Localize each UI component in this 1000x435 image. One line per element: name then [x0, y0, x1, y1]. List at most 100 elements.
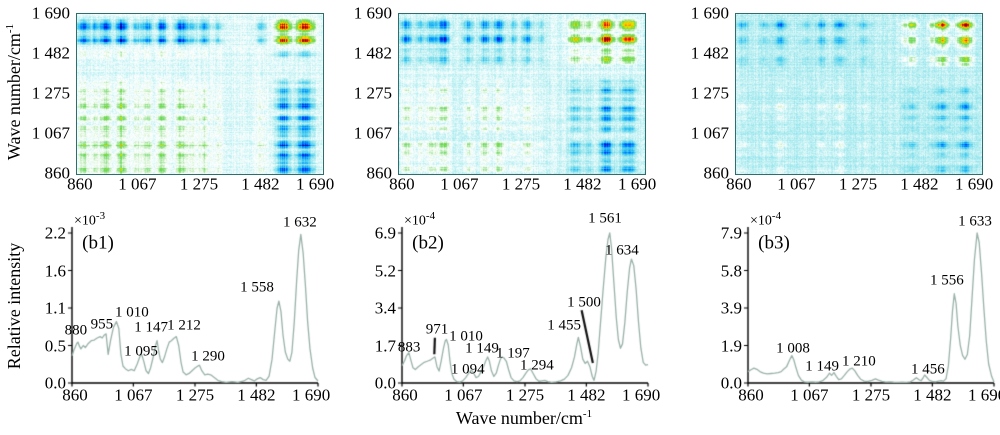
- spectrum-x-tick-label: 1 275: [175, 385, 215, 405]
- spectrum-x-tick-label: 860: [62, 385, 88, 405]
- heatmap-y-tick-label: 1 482: [353, 43, 392, 63]
- heatmap-x-tick-label: 1 690: [617, 174, 657, 194]
- spectrum-y-tick-label: 5.2: [374, 261, 396, 280]
- heatmap-y-axis-title-sup: -1: [4, 23, 16, 34]
- spectrum-y-tick-label: 1.9: [720, 336, 742, 355]
- spectrum-x-tick-label: 1 482: [567, 385, 606, 405]
- heatmap-x-tick-label: 1 067: [118, 174, 157, 194]
- peak-annotation: 1 149: [465, 340, 499, 357]
- spectrum-x-tick-label: 1 275: [851, 385, 891, 405]
- heatmap-x-tick-label: 1 482: [900, 174, 939, 194]
- heatmap-y-tick-label: 860: [366, 163, 393, 183]
- spectra-y-axis-title-text: Relative intensity: [4, 242, 24, 370]
- peak-annotation: 955: [90, 316, 114, 333]
- peak-annotation: 883: [397, 339, 421, 356]
- spectrum-y-tick-label: 2.2: [44, 223, 66, 243]
- spectrum-y-tick-label: 6.9: [374, 223, 396, 243]
- spectra-x-axis-title: Wave number/cm-1: [455, 408, 593, 428]
- spectrum-y-tick-label: 3.9: [720, 298, 742, 318]
- peak-annotation: 1 632: [283, 214, 317, 231]
- heatmap-y-tick-label: 1 067: [31, 123, 70, 143]
- spectrum-y-tick-label: 0.0: [374, 373, 396, 393]
- heatmap-y-tick-label: 1 690: [31, 3, 70, 23]
- spectra-y-axis-title: Relative intensity: [4, 242, 24, 370]
- scale-multiplier-exponent: -4: [771, 210, 782, 222]
- heatmap-y-tick-label: 1 690: [690, 3, 729, 23]
- spectrum-y-tick-label: 0.5: [44, 336, 66, 355]
- spectra-x-axis-title-text: Wave number/cm: [455, 408, 583, 428]
- heatmap-y-tick-label: 1 275: [690, 83, 729, 103]
- peak-annotation: 1 556: [929, 272, 964, 289]
- peak-annotation: 1 095: [124, 343, 158, 360]
- heatmap-x-tick-label: 860: [389, 174, 415, 194]
- scale-multiplier: ×10-4: [404, 211, 435, 229]
- heatmap-x-tick-label: 1 067: [440, 174, 479, 194]
- spectrum-x-tick-label: 1 067: [444, 385, 483, 405]
- heatmap-y-tick-label: 1 067: [690, 123, 729, 143]
- heatmap-x-tick-label: 1 482: [241, 174, 280, 194]
- scale-multiplier-exponent: -4: [425, 210, 436, 222]
- peak-annotation: 1 008: [776, 340, 810, 357]
- heatmap-x-tick-label: 1 690: [295, 174, 335, 194]
- peak-annotation: 1 290: [191, 348, 225, 365]
- spectrum-x-tick-label: 1 690: [621, 385, 661, 405]
- peak-annotation: 1 456: [911, 361, 945, 378]
- heatmap-x-tick-label: 860: [67, 174, 93, 194]
- spectrum-y-tick-label: 1.6: [44, 261, 66, 280]
- spectrum-y-tick-label: 0.0: [44, 373, 66, 393]
- heatmap-x-tick-label: 1 275: [179, 174, 219, 194]
- spectrum-x-tick-label: 1 067: [790, 385, 829, 405]
- spectrum-x-tick-label: 860: [738, 385, 764, 405]
- panel-label: (b1): [82, 232, 114, 254]
- heatmap-y-tick-label: 1 275: [31, 83, 70, 103]
- peak-annotation: 1 147: [134, 319, 168, 336]
- heatmap-y-tick-label: 1 482: [31, 43, 70, 63]
- heatmap-x-tick-label: 1 482: [563, 174, 602, 194]
- spectrum-y-tick-label: 7.9: [720, 223, 742, 243]
- peak-annotation: 1 633: [958, 213, 992, 230]
- peak-annotation: 1 010: [114, 304, 149, 321]
- spectrum-y-tick-label: 0.0: [720, 373, 742, 393]
- scale-multiplier-base: ×10: [750, 213, 772, 229]
- heatmap-x-tick-label: 1 275: [838, 174, 878, 194]
- heatmap-y-tick-label: 860: [703, 163, 730, 183]
- panel-label: (b2): [412, 232, 444, 254]
- spectrum-y-tick-label: 1.1: [44, 298, 66, 318]
- spectra-x-axis-title-sup: -1: [582, 408, 593, 420]
- heatmap-y-axis-title: Wave number/cm-1: [4, 23, 24, 161]
- scale-multiplier-base: ×10: [404, 213, 426, 229]
- peak-annotation: 880: [64, 322, 88, 339]
- heatmap-y-tick-label: 1 275: [353, 83, 392, 103]
- spectrum-x-tick-label: 1 690: [967, 385, 1000, 405]
- spectrum-y-tick-label: 5.8: [720, 261, 742, 280]
- scale-multiplier-base: ×10: [74, 213, 96, 229]
- peak-annotation: 1 455: [547, 317, 581, 334]
- peak-annotation: 971: [425, 321, 449, 338]
- heatmap-y-tick-label: 860: [44, 163, 71, 183]
- spectrum-x-tick-label: 1 482: [237, 385, 276, 405]
- heatmap-x-tick-label: 1 275: [501, 174, 541, 194]
- peak-annotation: 1 294: [519, 357, 554, 374]
- peak-annotation: 1 210: [841, 353, 876, 370]
- panel-label: (b3): [758, 232, 790, 254]
- spectrum-x-tick-label: 1 275: [505, 385, 545, 405]
- peak-annotation: 1 010: [449, 328, 483, 345]
- peak-annotation: 1 212: [167, 317, 201, 334]
- peak-annotation: 1 634: [605, 242, 639, 259]
- peak-annotation: 1 500: [567, 294, 601, 311]
- scale-multiplier: ×10-4: [750, 211, 781, 229]
- scale-multiplier-exponent: -3: [95, 210, 106, 222]
- heatmap-x-tick-label: 1 067: [777, 174, 816, 194]
- peak-annotation: 1 561: [588, 210, 622, 227]
- heatmap-y-tick-label: 1 482: [690, 43, 729, 63]
- spectrum-y-tick-label: 1.7: [374, 336, 396, 355]
- spectrum-x-tick-label: 1 690: [291, 385, 331, 405]
- heatmap-y-tick-label: 1 067: [353, 123, 392, 143]
- spectrum-x-tick-label: 860: [392, 385, 418, 405]
- spectrum-x-tick-label: 1 067: [114, 385, 153, 405]
- peak-annotation: 1 558: [240, 279, 274, 296]
- heatmap-x-tick-label: 860: [726, 174, 752, 194]
- heatmap-y-axis-title-text: Wave number/cm: [4, 33, 24, 161]
